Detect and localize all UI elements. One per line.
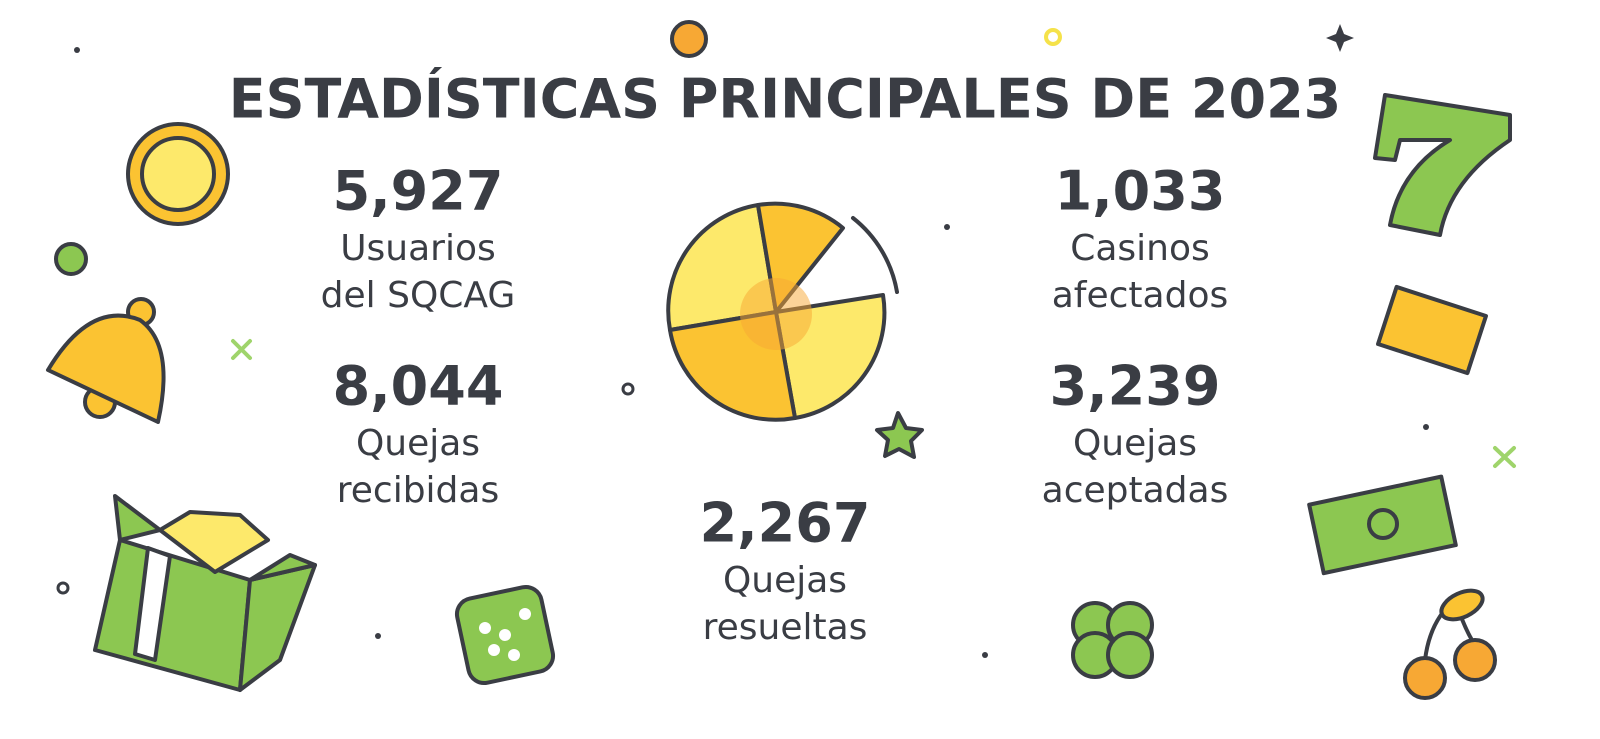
stat-value: 8,044 — [333, 355, 504, 418]
stat-label: Quejas — [723, 560, 847, 601]
stat-value: 2,267 — [700, 492, 871, 555]
decorations — [46, 20, 1516, 700]
stat-value: 3,239 — [1050, 355, 1221, 418]
stat-label: aceptadas — [1042, 470, 1229, 511]
stat-label: Casinos — [1070, 228, 1210, 269]
stat-value: 1,033 — [1055, 160, 1226, 223]
stat-label: afectados — [1052, 275, 1228, 316]
title: ESTADÍSTICAS PRINCIPALES DE 2023 — [229, 68, 1341, 131]
stat-label: Quejas — [356, 423, 480, 464]
stat-label: resueltas — [703, 607, 868, 648]
stat-value: 5,927 — [333, 160, 504, 223]
stat-label: Quejas — [1073, 423, 1197, 464]
stat-label: recibidas — [337, 470, 499, 511]
stat-label: Usuarios — [340, 228, 496, 269]
stat-label: del SQCAG — [321, 275, 516, 316]
